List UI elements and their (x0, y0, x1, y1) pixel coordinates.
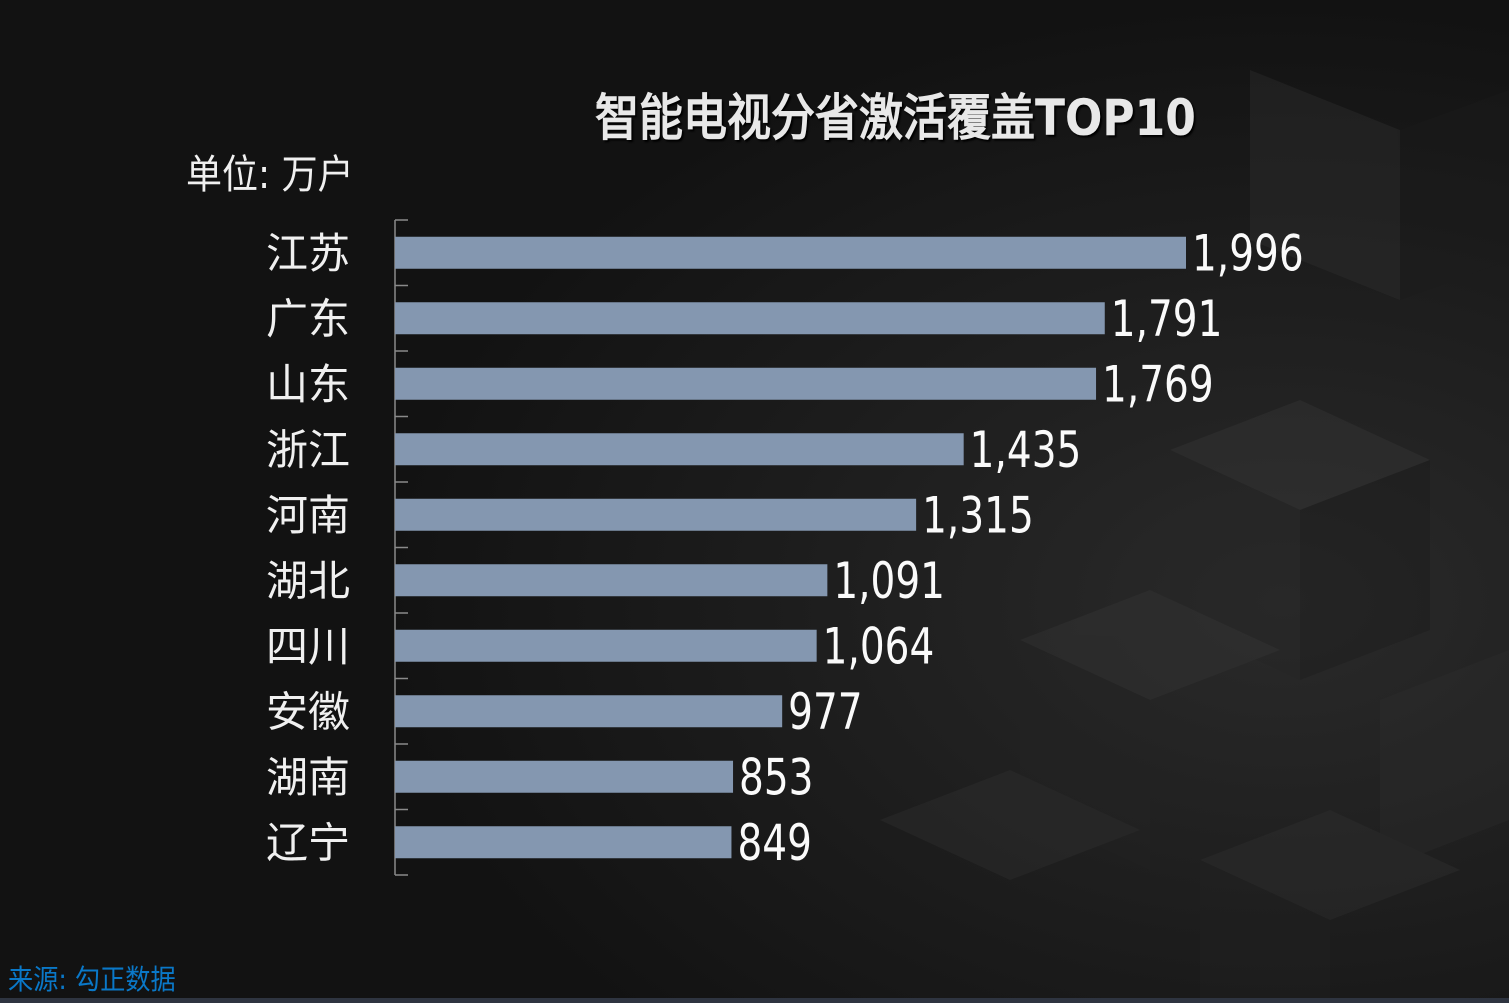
category-label: 辽宁 (266, 818, 350, 867)
category-label: 安徽 (266, 687, 350, 736)
value-label: 1,315 (922, 486, 1034, 545)
value-label: 1,769 (1102, 355, 1214, 414)
category-label: 浙江 (266, 425, 350, 474)
value-label: 977 (788, 682, 862, 741)
value-label: 1,791 (1111, 289, 1223, 348)
value-label: 1,064 (823, 617, 935, 676)
category-label: 江苏 (266, 229, 350, 278)
value-label: 1,091 (833, 551, 945, 610)
value-label: 853 (739, 748, 813, 807)
value-label: 849 (737, 813, 811, 872)
value-label: 1,996 (1192, 224, 1304, 283)
bar (395, 629, 817, 662)
category-label: 广东 (266, 294, 350, 343)
chart-title: 智能电视分省激活覆盖TOP10 (595, 89, 1196, 147)
unit-label: 单位: 万户 (186, 152, 354, 198)
bar (395, 760, 734, 793)
value-label: 1,435 (970, 420, 1082, 479)
bar (395, 367, 1097, 400)
source-note: 来源: 勾正数据 (8, 963, 176, 996)
bar (395, 236, 1186, 269)
bar (395, 302, 1105, 335)
category-label: 湖北 (266, 556, 350, 605)
category-label: 河南 (266, 491, 350, 540)
category-label: 山东 (266, 360, 350, 409)
bar (395, 695, 783, 728)
bar (395, 564, 828, 597)
bar (395, 826, 732, 859)
bottom-border (0, 998, 1509, 1003)
bar (395, 498, 917, 531)
bar (395, 433, 964, 466)
category-label: 四川 (266, 622, 350, 671)
category-label: 湖南 (266, 753, 350, 802)
